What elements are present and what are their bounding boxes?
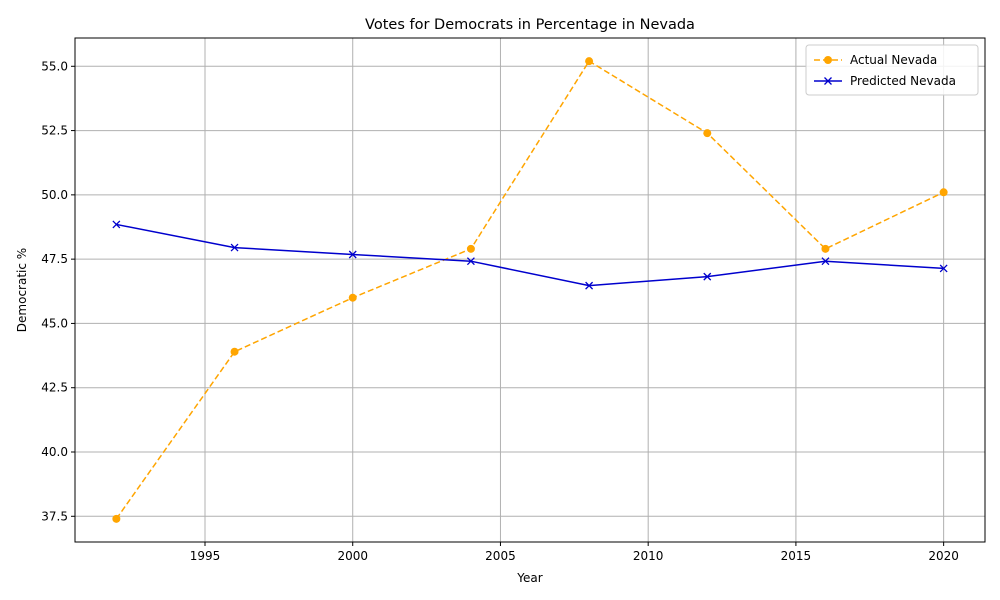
- data-point: [585, 57, 594, 66]
- legend-entry: Actual Nevada: [814, 53, 937, 67]
- chart-title: Votes for Democrats in Percentage in Nev…: [365, 17, 695, 33]
- x-tick-label: 2010: [633, 549, 664, 563]
- x-axis-label: Year: [516, 571, 542, 585]
- y-axis-label: Democratic %: [15, 248, 29, 332]
- y-tick-label: 42.5: [41, 381, 68, 395]
- plot-area-frame: [74, 37, 986, 543]
- data-point: [821, 257, 830, 266]
- data-point: [230, 347, 239, 356]
- data-point: [703, 129, 712, 138]
- x-tick-label: 2020: [928, 549, 959, 563]
- data-point: [466, 257, 475, 266]
- legend-entry: Predicted Nevada: [814, 74, 956, 88]
- series-layer: [112, 57, 948, 523]
- y-tick-label: 45.0: [41, 316, 68, 330]
- x-tick-label: 2000: [337, 549, 368, 563]
- data-point: [348, 293, 357, 302]
- data-point: [348, 250, 357, 259]
- legend-label: Actual Nevada: [850, 53, 937, 67]
- series-line: [116, 223, 944, 287]
- data-point: [939, 264, 948, 273]
- grid: [75, 38, 985, 542]
- data-point: [939, 188, 948, 197]
- y-tick-label: 50.0: [41, 188, 68, 202]
- series-predicted-nevada: [112, 220, 948, 290]
- series-actual-nevada: [112, 57, 948, 523]
- legend: Actual Nevada Predicted Nevada: [805, 44, 979, 96]
- y-tick-label: 52.5: [41, 124, 68, 138]
- x-tick-label: 2005: [485, 549, 516, 563]
- legend-marker: [824, 56, 832, 64]
- data-point: [112, 220, 121, 229]
- data-point: [585, 281, 594, 290]
- y-tick-label: 40.0: [41, 445, 68, 459]
- legend-marker: [824, 77, 832, 85]
- legend-label: Predicted Nevada: [850, 74, 956, 88]
- axis-ticks: 1995 2000 2005 2010 2015 2020 37.5 40.0 42.5 45.0…: [41, 59, 959, 563]
- x-tick-label: 1995: [190, 549, 221, 563]
- data-point: [112, 514, 121, 523]
- data-point: [230, 243, 239, 252]
- x-tick-label: 2015: [781, 549, 812, 563]
- data-point: [466, 244, 475, 253]
- y-tick-label: 55.0: [41, 59, 68, 73]
- y-tick-label: 47.5: [41, 252, 68, 266]
- legend-box: [805, 44, 979, 96]
- series-line: [115, 60, 944, 520]
- data-point: [821, 244, 830, 253]
- y-tick-label: 37.5: [41, 509, 68, 523]
- data-point: [703, 272, 712, 281]
